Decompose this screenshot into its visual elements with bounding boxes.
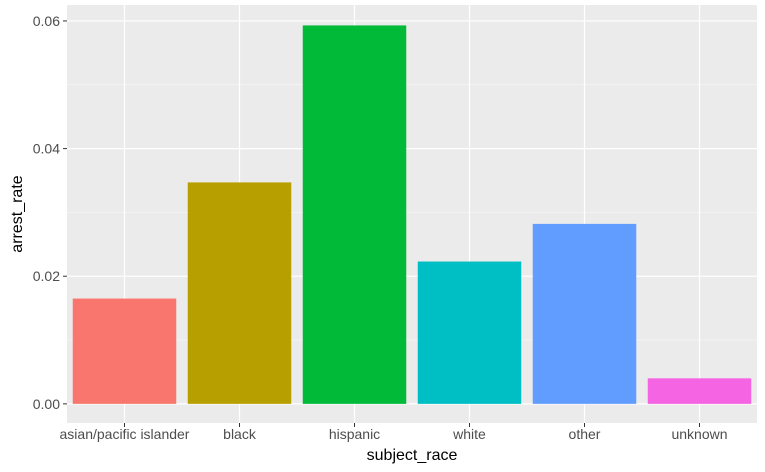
x-tick-label: white bbox=[452, 426, 486, 442]
y-axis-title: arrest_rate bbox=[9, 175, 26, 252]
x-tick-label: other bbox=[569, 426, 601, 442]
bar-black bbox=[187, 182, 292, 404]
bar-other bbox=[532, 223, 637, 404]
bar-asian-pacific-islander bbox=[72, 298, 177, 404]
x-tick-label: asian/pacific islander bbox=[60, 426, 190, 442]
x-tick-label: unknown bbox=[671, 426, 727, 442]
y-axis-ticks: 0.00 0.02 0.04 0.06 bbox=[33, 13, 67, 412]
bar-white bbox=[417, 261, 522, 404]
x-axis-ticks: asian/pacific islander black hispanic white… bbox=[60, 423, 728, 442]
bars bbox=[72, 25, 752, 404]
x-axis-title: subject_race bbox=[367, 447, 458, 464]
y-tick-label: 0.06 bbox=[33, 13, 60, 29]
minor-gridlines bbox=[67, 84, 757, 341]
plot-panel bbox=[67, 5, 757, 423]
y-tick-label: 0.00 bbox=[33, 396, 60, 412]
y-tick-label: 0.04 bbox=[33, 141, 60, 157]
bar-hispanic bbox=[302, 25, 407, 404]
x-tick-label: hispanic bbox=[329, 426, 380, 442]
bar-unknown bbox=[647, 378, 752, 404]
y-tick-label: 0.02 bbox=[33, 268, 60, 284]
x-tick-label: black bbox=[223, 426, 257, 442]
